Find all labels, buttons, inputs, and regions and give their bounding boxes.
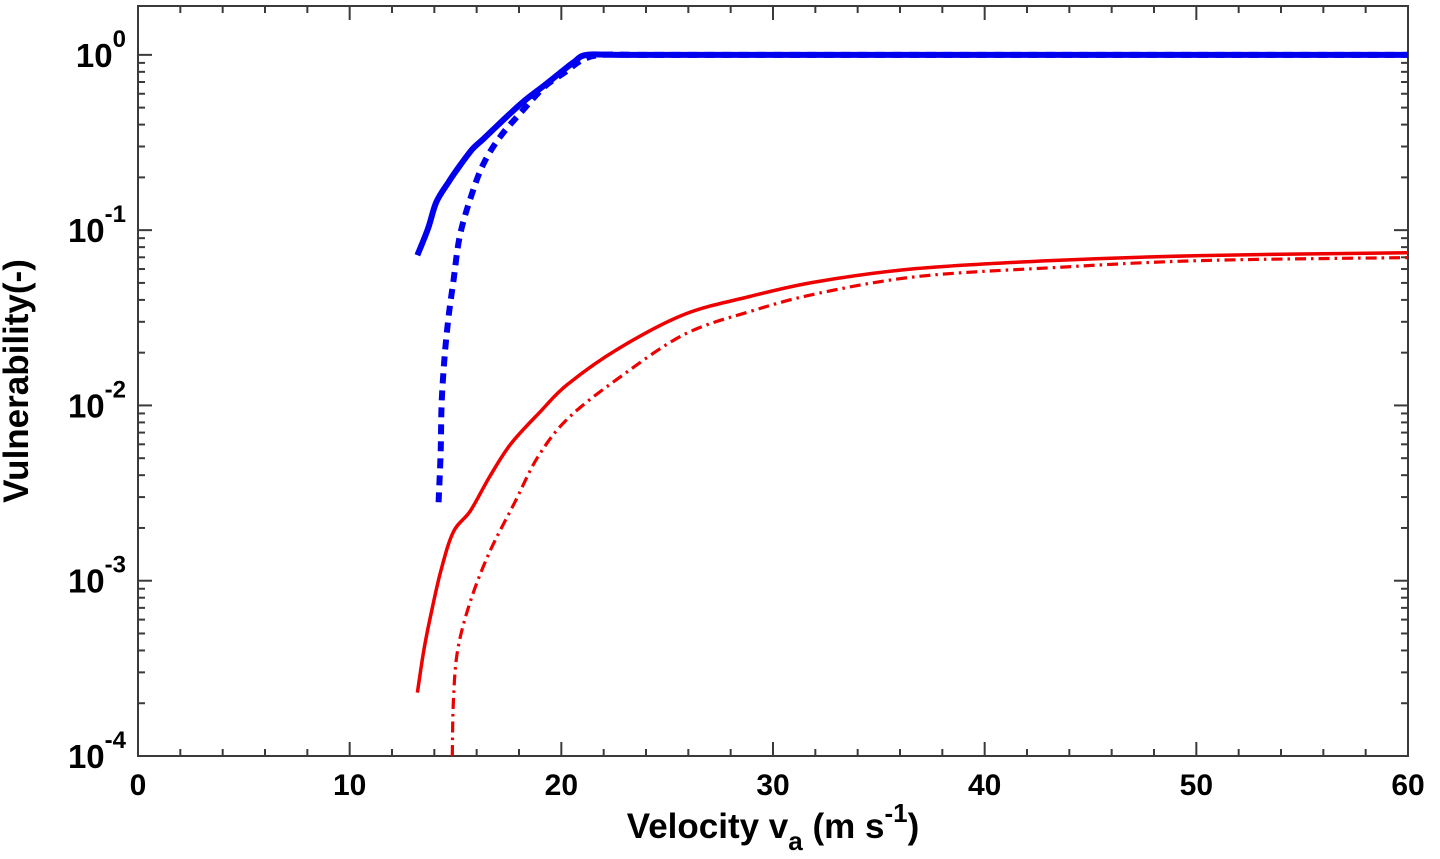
series-red-solid <box>415 250 1409 693</box>
x-tick-label-20: 20 <box>545 769 578 802</box>
y-tick-label-1e-1: 10-1 <box>68 201 126 249</box>
y-axis-label: Vulnerability(-) <box>0 259 36 503</box>
y-tick-label-1e-4: 10-4 <box>68 727 127 775</box>
series-blue-solid-thick <box>414 51 1408 257</box>
y-axis-tick-labels: 100 10-1 10-2 10-3 10-4 <box>68 26 127 775</box>
y-tick-label-1e-2: 10-2 <box>68 376 126 424</box>
y-axis-ticks <box>138 53 1408 757</box>
x-axis-tick-labels: 0 10 20 30 40 50 60 <box>130 769 1425 802</box>
series-blue-dashed-thick <box>435 51 1408 503</box>
x-axis-ticks <box>137 6 1409 756</box>
x-tick-label-60: 60 <box>1391 769 1424 802</box>
x-tick-label-0: 0 <box>130 769 147 802</box>
y-tick-label-1e0: 100 <box>76 26 126 74</box>
x-tick-label-40: 40 <box>968 769 1001 802</box>
x-axis-label: Velocity va (m s-1) <box>627 798 919 854</box>
plot-frame <box>137 5 1409 757</box>
x-tick-label-50: 50 <box>1180 769 1213 802</box>
x-tick-label-30: 30 <box>756 769 789 802</box>
y-tick-label-1e-3: 10-3 <box>68 552 126 600</box>
series-red-dash-dot <box>450 256 1409 757</box>
x-tick-label-10: 10 <box>333 769 366 802</box>
series-group <box>414 51 1409 757</box>
